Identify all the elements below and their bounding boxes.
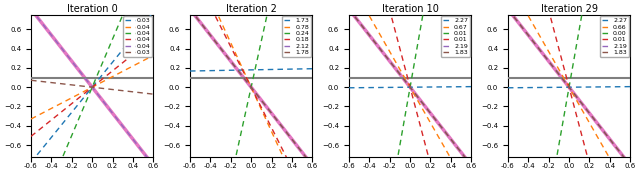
Title: Iteration 10: Iteration 10 [381,4,438,14]
Legend: 0.03, 0.04, 0.04, 0.04, 0.04, 0.03: 0.03, 0.04, 0.04, 0.04, 0.04, 0.03 [124,16,152,57]
Title: Iteration 29: Iteration 29 [541,4,598,14]
Title: Iteration 2: Iteration 2 [226,4,276,14]
Legend: 1.73, 0.78, 0.24, 0.18, 2.12, 1.78: 1.73, 0.78, 0.24, 0.18, 2.12, 1.78 [282,16,311,57]
Legend: 2.27, 0.67, 0.01, 0.01, 2.19, 1.83: 2.27, 0.67, 0.01, 0.01, 2.19, 1.83 [441,16,470,57]
Legend: 2.27, 0.66, 0.00, 0.01, 2.19, 1.83: 2.27, 0.66, 0.00, 0.01, 2.19, 1.83 [600,16,629,57]
Title: Iteration 0: Iteration 0 [67,4,118,14]
